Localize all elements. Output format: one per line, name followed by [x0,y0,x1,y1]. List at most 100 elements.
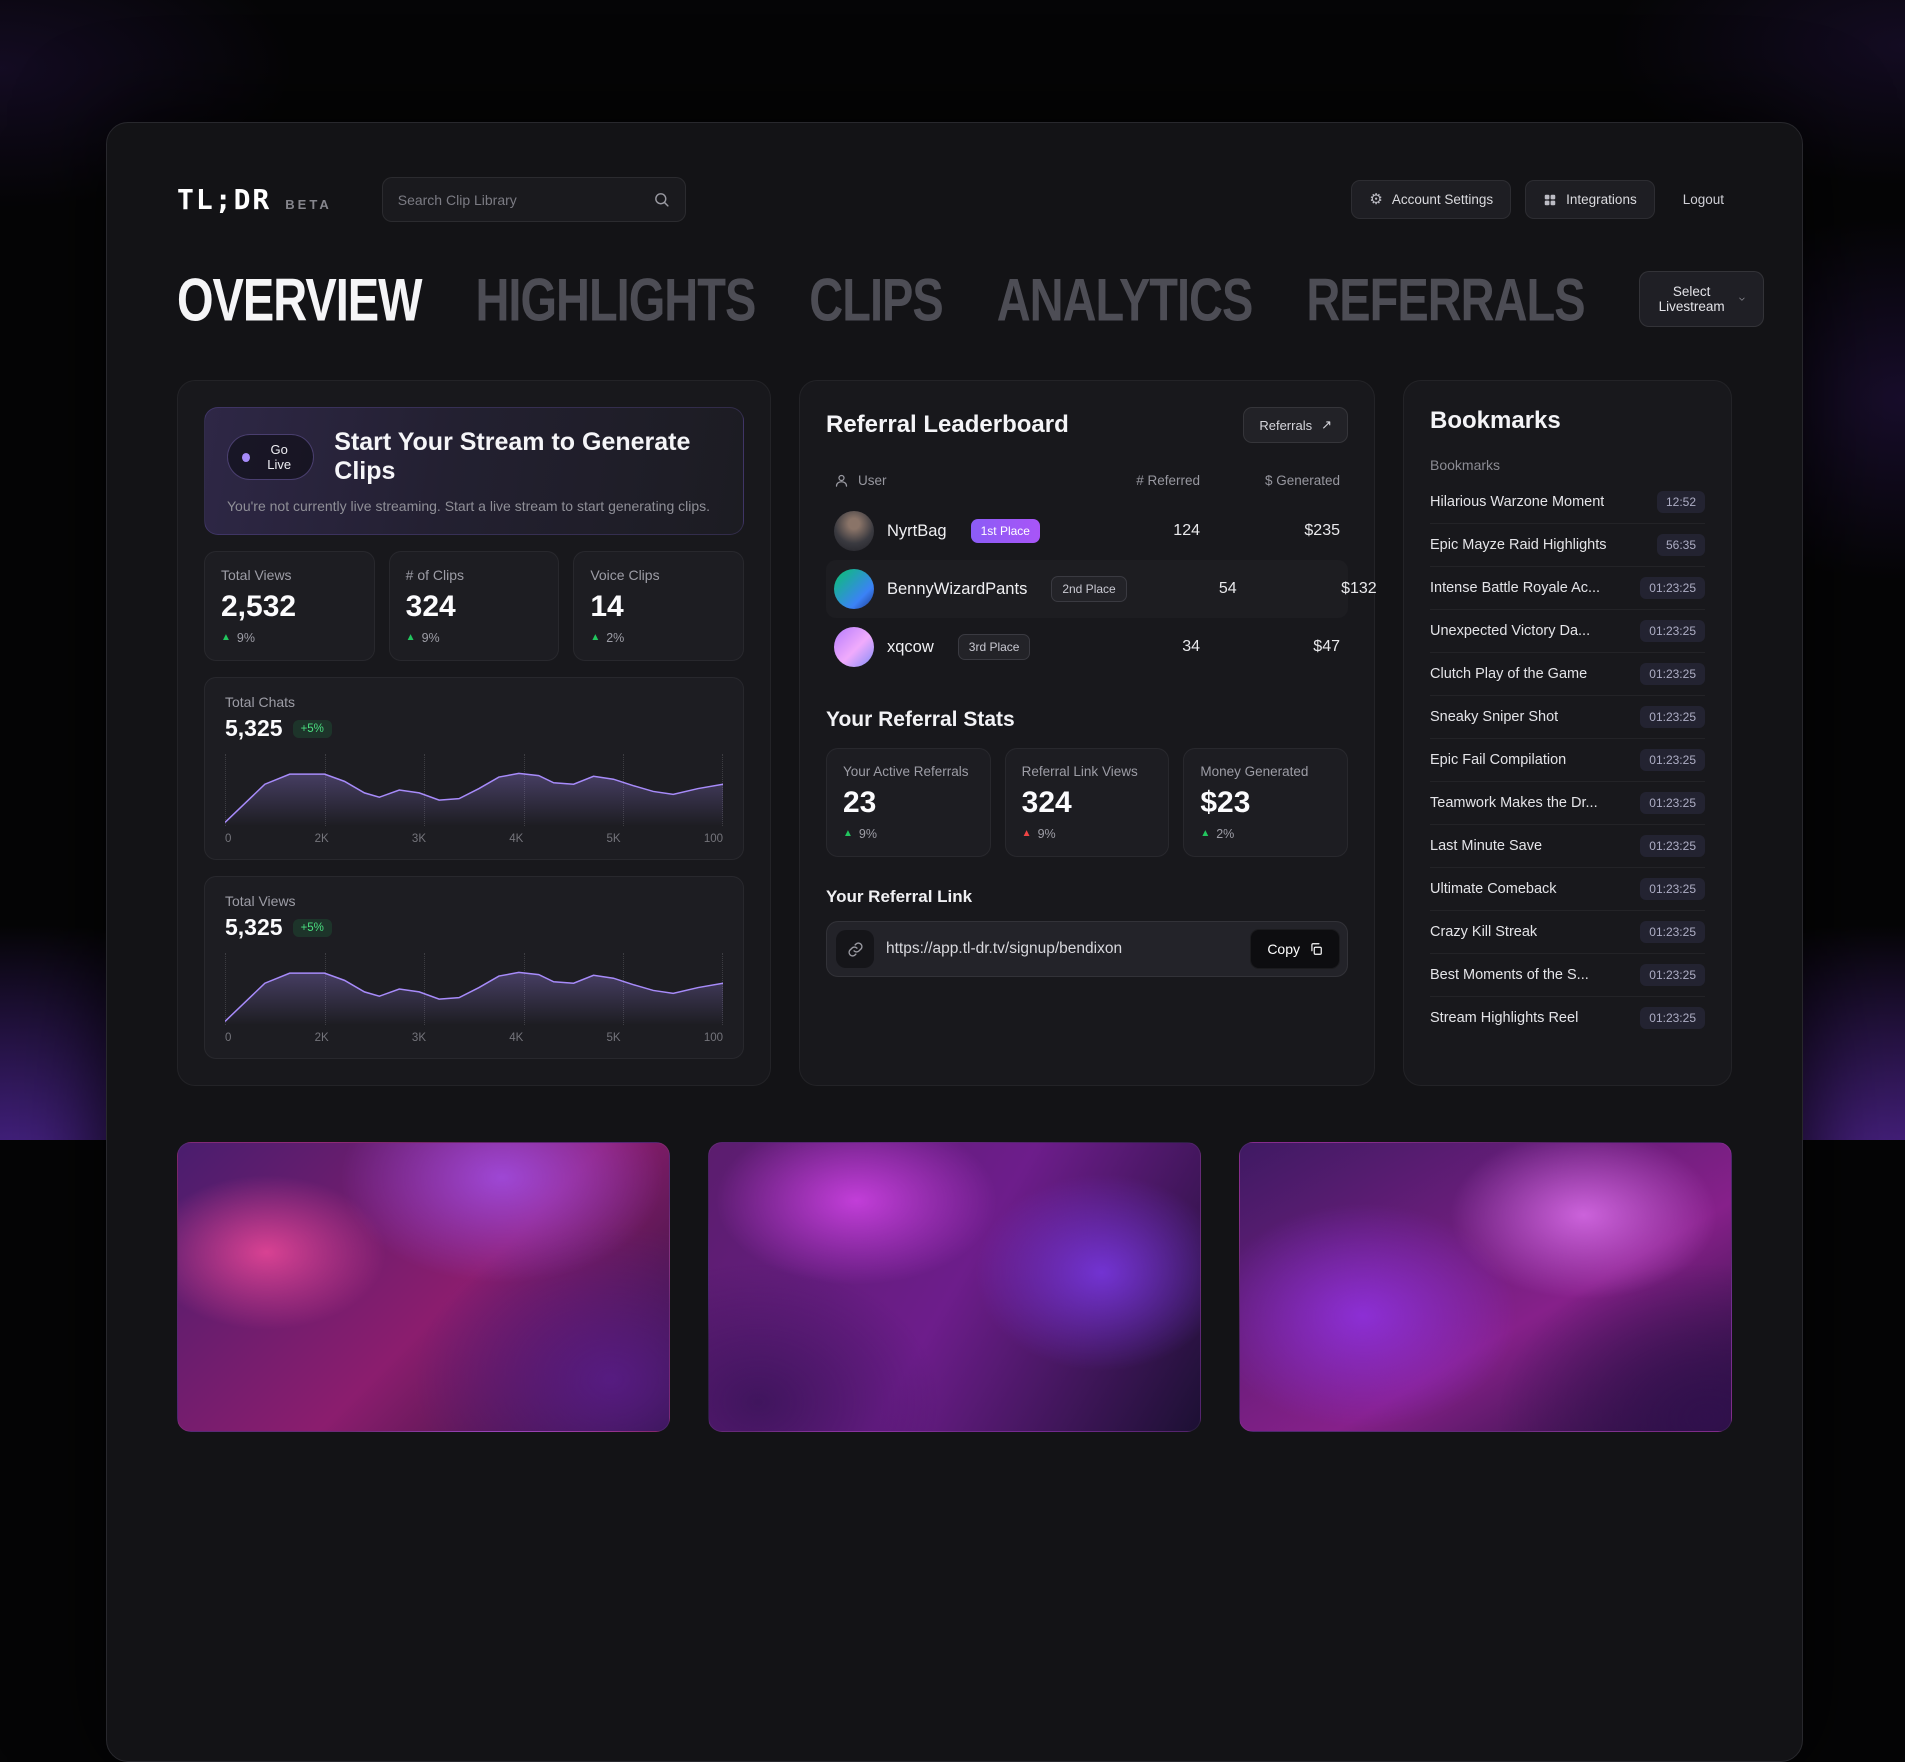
bookmark-label: Ultimate Comeback [1430,881,1557,897]
integrations-button[interactable]: Integrations [1525,180,1655,219]
bookmarks-list: Hilarious Warzone Moment 12:52 Epic Mayze… [1430,481,1705,1039]
app-logo: TL;DR [177,183,272,216]
referred-count: 124 [1173,522,1200,539]
bookmark-item[interactable]: Hilarious Warzone Moment 12:52 [1430,481,1705,524]
leaderboard-row[interactable]: xqcow 3rd Place 34 $47 [826,618,1348,676]
column-referred: # Referred [1136,473,1200,488]
video-thumbnail[interactable] [177,1142,670,1432]
avatar [834,627,874,667]
grid-icon [1544,194,1556,205]
place-badge: 2nd Place [1051,576,1127,602]
bookmark-item[interactable]: Epic Fail Compilation 01:23:25 [1430,739,1705,782]
chart-x-axis: 0 2K 3K 4K 5K 100 [225,833,723,845]
avatar [834,569,874,609]
x-tick: 5K [606,1032,621,1044]
bookmark-item[interactable]: Teamwork Makes the Dr... 01:23:25 [1430,782,1705,825]
trend-up-icon: ▲ [590,632,601,643]
main-nav: OVERVIEW HIGHLIGHTS CLIPS ANALYTICS REFE… [177,264,1764,334]
account-settings-button[interactable]: ⚙ Account Settings [1351,180,1512,219]
search-icon [654,193,669,207]
stat-label: Voice Clips [590,567,660,583]
chart-value: 5,325 [225,715,283,741]
bookmark-item[interactable]: Last Minute Save 01:23:25 [1430,825,1705,868]
bookmark-item[interactable]: Intense Battle Royale Ac... 01:23:25 [1430,567,1705,610]
trend-up-icon: ▲ [843,828,853,839]
bookmark-item[interactable]: Sneaky Sniper Shot 01:23:25 [1430,696,1705,739]
bookmark-label: Clutch Play of the Game [1430,666,1588,682]
bookmark-item[interactable]: Ultimate Comeback 01:23:25 [1430,868,1705,911]
x-tick: 0 [225,833,232,845]
go-live-button[interactable]: Go Live [227,434,315,480]
x-tick: 100 [703,833,723,845]
search-bar[interactable] [381,177,686,222]
tab-highlights[interactable]: HIGHLIGHTS [475,265,756,333]
referred-count: 54 [1218,580,1237,597]
bookmark-item[interactable]: Best Moments of the S... 01:23:25 [1430,954,1705,997]
stat-value: 14 [590,590,624,623]
line-chart [225,953,723,1025]
bookmark-label: Unexpected Victory Da... [1430,623,1591,639]
stream-banner: Go Live Start Your Stream to Generate Cl… [204,407,744,535]
stat-delta: 9% [1037,827,1056,841]
bookmark-item[interactable]: Clutch Play of the Game 01:23:25 [1430,653,1705,696]
stat-label: Your Active Referrals [843,764,969,779]
tab-clips[interactable]: CLIPS [809,265,943,333]
account-settings-label: Account Settings [1391,192,1494,207]
leaderboard-row[interactable]: NyrtBag 1st Place 124 $235 [826,502,1348,560]
x-tick: 4K [509,833,524,845]
go-live-label: Go Live [267,442,292,472]
arrow-up-right-icon: ↗ [1321,417,1332,432]
stat-value: 23 [843,786,877,819]
leaderboard-table: User # Referred $ Generated NyrtBag 1st … [826,465,1377,676]
x-tick: 4K [509,1032,524,1044]
stat-label: Money Generated [1200,764,1309,779]
stat-label: Total Views [221,567,292,583]
live-dot-icon [242,452,251,462]
tab-referrals[interactable]: REFERRALS [1306,265,1585,333]
topbar-actions: ⚙ Account Settings Integrations Logout [1351,180,1732,219]
bookmark-label: Sneaky Sniper Shot [1430,709,1559,725]
bookmark-timestamp: 01:23:25 [1640,577,1705,599]
link-icon [847,941,863,957]
video-thumbnail[interactable] [1239,1142,1732,1432]
total-views-chart-card: Total Views 5,325 +5% 0 2K 3K 4K 5K 100 [204,876,744,1059]
bookmark-item[interactable]: Crazy Kill Streak 01:23:25 [1430,911,1705,954]
avatar [834,511,874,551]
referrals-button-label: Referrals [1259,417,1313,433]
referrals-button[interactable]: Referrals ↗ [1243,407,1348,443]
bookmark-label: Epic Mayze Raid Highlights [1430,537,1607,553]
stat-card-active-referrals: Your Active Referrals 23 ▲ 9% [826,748,991,857]
generated-amount: $235 [1304,522,1340,539]
stat-label: Referral Link Views [1021,764,1138,779]
livestream-select[interactable]: Select Livestream [1638,271,1764,327]
copy-icon [1311,943,1322,955]
trend-down-icon: ▲ [1021,828,1032,839]
place-badge: 1st Place [970,519,1040,543]
app-window: TL;DR BETA ⚙ Account Settings Integratio… [106,122,1803,1762]
leaderboard-row[interactable]: BennyWizardPants 2nd Place 54 $132 [826,560,1377,618]
bookmarks-subtitle: Bookmarks [1430,457,1501,473]
referral-link-url: https://app.tl-dr.tv/signup/bendixon [886,940,1123,957]
bookmark-timestamp: 01:23:25 [1640,620,1705,642]
bookmark-item[interactable]: Epic Mayze Raid Highlights 56:35 [1430,524,1705,567]
tab-overview[interactable]: OVERVIEW [177,265,422,333]
trend-up-icon: ▲ [405,632,416,643]
bookmark-timestamp: 56:35 [1656,534,1705,556]
bookmark-label: Last Minute Save [1430,838,1543,854]
tab-analytics[interactable]: ANALYTICS [996,265,1254,333]
bookmark-item[interactable]: Unexpected Victory Da... 01:23:25 [1430,610,1705,653]
stat-card-link-views: Referral Link Views 324 ▲ 9% [1004,748,1170,857]
x-tick: 2K [314,1032,329,1044]
line-chart [225,754,723,826]
chart-label: Total Chats [225,694,296,710]
stat-card-num-clips: # of Clips 324 ▲ 9% [388,551,560,661]
livestream-select-label: Select Livestream [1658,284,1725,314]
search-input[interactable] [397,191,653,208]
video-thumbnail[interactable] [708,1142,1201,1432]
copy-button[interactable]: Copy [1250,929,1340,969]
user-icon [835,474,848,487]
logout-button[interactable]: Logout [1675,182,1732,217]
bookmark-item[interactable]: Stream Highlights Reel 01:23:25 [1430,997,1705,1039]
user-name: xqcow [887,637,934,656]
stat-value: 324 [405,590,456,623]
